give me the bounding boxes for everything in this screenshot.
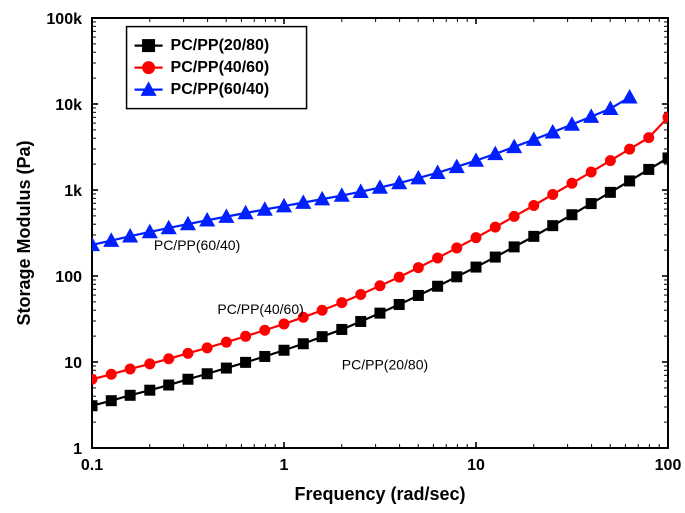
legend-label: PC/PP(60/40) xyxy=(171,81,270,98)
y-tick-label: 10k xyxy=(55,97,82,114)
y-tick-label: 100 xyxy=(55,269,82,286)
x-tick-label: 1 xyxy=(280,457,289,474)
series-inline-label: PC/PP(20/80) xyxy=(342,356,428,372)
legend: PC/PP(20/80) PC/PP(40/60) PC/PP(60/40) xyxy=(127,27,307,109)
series-inline-label: PC/PP(40/60) xyxy=(217,301,303,317)
y-axis-title: Storage Modulus (Pa) xyxy=(14,140,34,325)
y-tick-label: 100k xyxy=(46,11,82,28)
x-tick-label: 10 xyxy=(467,457,485,474)
series-inline-label: PC/PP(60/40) xyxy=(154,237,240,253)
x-tick-label: 100 xyxy=(655,457,682,474)
y-tick-label: 1 xyxy=(73,441,82,458)
y-tick-label: 10 xyxy=(64,355,82,372)
legend-label: PC/PP(40/60) xyxy=(171,59,270,76)
storage-modulus-chart: 0.11101001101001k10k100kFrequency (rad/s… xyxy=(0,0,685,513)
x-axis-title: Frequency (rad/sec) xyxy=(294,484,465,504)
chart-container: 0.11101001101001k10k100kFrequency (rad/s… xyxy=(0,0,685,513)
x-tick-label: 0.1 xyxy=(81,457,103,474)
legend-label: PC/PP(20/80) xyxy=(171,37,270,54)
y-tick-label: 1k xyxy=(64,183,82,200)
